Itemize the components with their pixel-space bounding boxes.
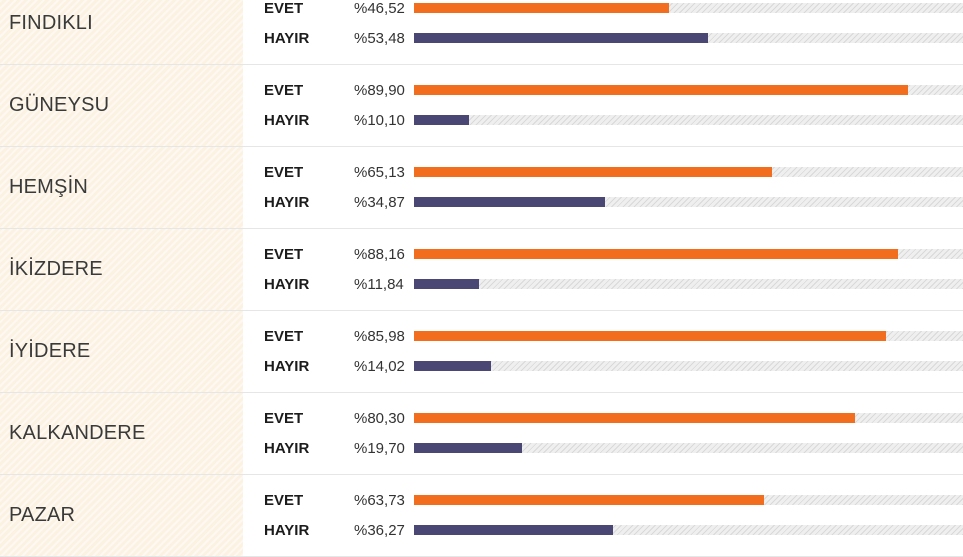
evet-label: EVET — [264, 81, 304, 99]
district-name: KALKANDERE — [0, 393, 243, 474]
district-name: İYİDERE — [0, 311, 243, 392]
hayir-percentage: %19,70 — [354, 439, 405, 457]
evet-bar — [414, 495, 764, 505]
district-row: KALKANDERE EVET %80,30 HAYIR %19,70 — [0, 393, 963, 475]
evet-percentage: %63,73 — [354, 491, 405, 509]
evet-bar — [414, 167, 772, 177]
bar-track — [414, 115, 963, 125]
evet-percentage: %65,13 — [354, 163, 405, 181]
evet-percentage: %46,52 — [354, 0, 405, 17]
hayir-percentage: %53,48 — [354, 29, 405, 47]
district-row: İYİDERE EVET %85,98 HAYIR %14,02 — [0, 311, 963, 393]
evet-label: EVET — [264, 327, 304, 345]
district-row: GÜNEYSU EVET %89,90 HAYIR %10,10 — [0, 65, 963, 147]
district-name: HEMŞİN — [0, 147, 243, 228]
hayir-label: HAYIR — [264, 193, 310, 211]
evet-percentage: %88,16 — [354, 245, 405, 263]
evet-bar — [414, 85, 908, 95]
bar-track — [414, 495, 963, 505]
evet-label: EVET — [264, 0, 304, 17]
evet-line: EVET %63,73 — [264, 490, 963, 510]
bar-track — [414, 413, 963, 423]
hayir-percentage: %10,10 — [354, 111, 405, 129]
district-name: FINDIKLI — [0, 0, 243, 64]
hayir-label: HAYIR — [264, 275, 310, 293]
district-row: PAZAR EVET %63,73 HAYIR %36,27 — [0, 475, 963, 557]
district-row: İKİZDERE EVET %88,16 HAYIR %11,84 — [0, 229, 963, 311]
bar-track — [414, 331, 963, 341]
hayir-line: HAYIR %53,48 — [264, 28, 963, 48]
evet-line: EVET %80,30 — [264, 408, 963, 428]
hayir-label: HAYIR — [264, 29, 310, 47]
hayir-percentage: %36,27 — [354, 521, 405, 539]
evet-line: EVET %88,16 — [264, 244, 963, 264]
district-row: FINDIKLI EVET %46,52 HAYIR %53,48 — [0, 0, 963, 65]
bar-track — [414, 525, 963, 535]
evet-bar — [414, 413, 855, 423]
evet-label: EVET — [264, 491, 304, 509]
bar-track — [414, 85, 963, 95]
hayir-label: HAYIR — [264, 439, 310, 457]
evet-line: EVET %89,90 — [264, 80, 963, 100]
evet-label: EVET — [264, 163, 304, 181]
bar-track — [414, 249, 963, 259]
hayir-label: HAYIR — [264, 357, 310, 375]
hayir-line: HAYIR %36,27 — [264, 520, 963, 540]
hayir-bar — [414, 197, 606, 207]
hayir-line: HAYIR %14,02 — [264, 356, 963, 376]
evet-percentage: %85,98 — [354, 327, 405, 345]
hayir-line: HAYIR %11,84 — [264, 274, 963, 294]
bar-track — [414, 279, 963, 289]
hayir-label: HAYIR — [264, 521, 310, 539]
hayir-percentage: %11,84 — [354, 275, 404, 293]
evet-percentage: %89,90 — [354, 81, 405, 99]
evet-bar — [414, 3, 670, 13]
hayir-label: HAYIR — [264, 111, 310, 129]
evet-bar — [414, 331, 887, 341]
district-name: PAZAR — [0, 475, 243, 556]
evet-label: EVET — [264, 245, 304, 263]
evet-line: EVET %65,13 — [264, 162, 963, 182]
evet-line: EVET %46,52 — [264, 0, 963, 18]
bar-track — [414, 167, 963, 177]
hayir-bar — [414, 361, 491, 371]
district-name: GÜNEYSU — [0, 65, 243, 146]
hayir-line: HAYIR %34,87 — [264, 192, 963, 212]
hayir-bar — [414, 443, 523, 453]
hayir-bar — [414, 33, 708, 43]
bar-track — [414, 3, 963, 13]
hayir-bar — [414, 115, 470, 125]
evet-bar — [414, 249, 898, 259]
evet-label: EVET — [264, 409, 304, 427]
bar-track — [414, 33, 963, 43]
evet-percentage: %80,30 — [354, 409, 405, 427]
hayir-percentage: %14,02 — [354, 357, 405, 375]
hayir-bar — [414, 525, 614, 535]
district-name: İKİZDERE — [0, 229, 243, 310]
hayir-line: HAYIR %19,70 — [264, 438, 963, 458]
bar-track — [414, 443, 963, 453]
hayir-line: HAYIR %10,10 — [264, 110, 963, 130]
bar-track — [414, 197, 963, 207]
bar-track — [414, 361, 963, 371]
hayir-percentage: %34,87 — [354, 193, 405, 211]
hayir-bar — [414, 279, 479, 289]
district-row: HEMŞİN EVET %65,13 HAYIR %34,87 — [0, 147, 963, 229]
evet-line: EVET %85,98 — [264, 326, 963, 346]
